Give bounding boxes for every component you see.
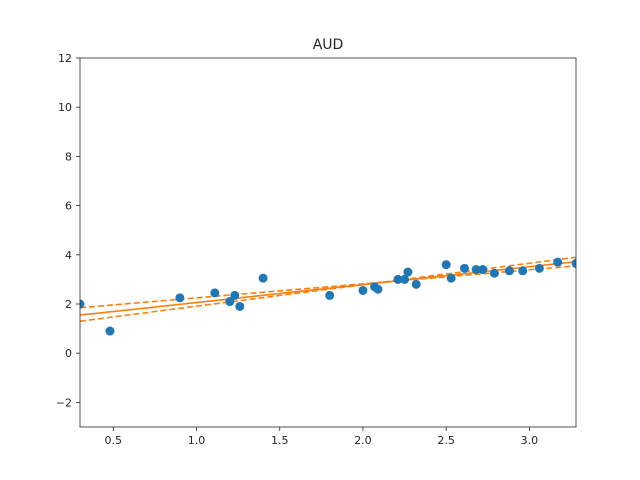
data-point [571, 258, 576, 268]
data-point [489, 268, 499, 278]
data-point [210, 288, 220, 298]
y-tick-label: 10 [58, 101, 72, 114]
data-point [411, 279, 421, 289]
data-point [403, 267, 413, 277]
data-point [504, 266, 514, 276]
data-point [393, 274, 403, 284]
data-point [230, 290, 240, 300]
y-tick-label: 2 [65, 298, 72, 311]
data-point [175, 293, 185, 303]
data-point [325, 290, 335, 300]
data-point [446, 273, 456, 283]
confidence-band-upper [80, 265, 576, 309]
y-tick-label: 8 [65, 150, 72, 163]
y-tick-label: 0 [65, 347, 72, 360]
data-point [105, 326, 115, 336]
y-tick-label: 12 [58, 52, 72, 65]
data-points [80, 257, 576, 336]
x-tick-label: 0.5 [105, 434, 123, 447]
x-tick-label: 2.0 [354, 434, 372, 447]
fit-lines [80, 256, 576, 323]
y-tick-label: 6 [65, 200, 72, 213]
confidence-band-lower [80, 256, 576, 323]
data-point [80, 299, 85, 309]
x-tick-label: 1.5 [271, 434, 289, 447]
data-point [441, 260, 451, 270]
fit-line [80, 260, 576, 316]
data-point [258, 273, 268, 283]
y-tick-label: 4 [65, 249, 72, 262]
data-point [518, 266, 528, 276]
y-axis: −2 0 2 4 6 8 10 12 [56, 52, 80, 409]
plot-frame [79, 57, 577, 428]
data-point [373, 284, 383, 294]
x-tick-label: 1.0 [188, 434, 206, 447]
data-point [358, 285, 368, 295]
data-point [400, 274, 410, 284]
data-point [471, 265, 481, 275]
data-point [235, 301, 245, 311]
x-tick-label: 3.0 [521, 434, 539, 447]
data-point [459, 263, 469, 273]
chart-title: AUD [313, 37, 344, 53]
y-tick-label: −2 [56, 396, 72, 409]
x-tick-label: 2.5 [437, 434, 455, 447]
data-point [478, 265, 488, 275]
x-axis: 0.5 1.0 1.5 2.0 2.5 3.0 [105, 427, 539, 447]
data-point [225, 297, 235, 307]
data-point [553, 257, 563, 267]
data-point [534, 263, 544, 273]
